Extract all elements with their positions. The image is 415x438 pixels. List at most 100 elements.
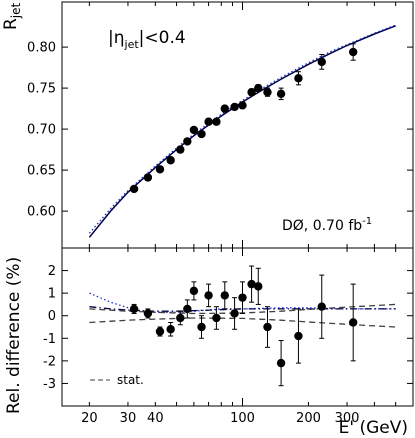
data-point: [238, 101, 247, 110]
data-point: [197, 129, 206, 139]
data-point: [230, 297, 239, 330]
top-y-axis-title: Rjet: [1, 2, 23, 30]
data-point: [166, 321, 175, 337]
data-marker: [254, 282, 263, 291]
data-point: [348, 283, 358, 362]
top-curves: [88, 24, 396, 238]
data-marker: [220, 291, 229, 300]
y-tick-label: 2: [48, 264, 56, 279]
data-marker: [183, 304, 192, 314]
data-marker: [230, 102, 239, 112]
data-marker: [166, 325, 175, 334]
data-point: [220, 104, 229, 113]
y-tick-label: 0.70: [27, 123, 56, 138]
legend-stat-label: stat.: [117, 373, 144, 387]
legend: stat.: [90, 373, 144, 387]
data-point: [263, 87, 272, 97]
data-marker: [263, 322, 272, 332]
data-marker: [129, 304, 139, 314]
data-point: [247, 88, 256, 97]
data-point: [263, 306, 272, 348]
data-marker: [155, 327, 165, 336]
data-marker: [183, 137, 192, 146]
data-point: [166, 156, 175, 165]
curve-dotted: [88, 24, 396, 234]
curve-dashdot: [89, 306, 396, 312]
y-tick-label: 1: [48, 287, 56, 302]
experiment-annotation: DØ, 0.70 fb-1: [282, 216, 372, 234]
y-tick-label: 0: [48, 309, 56, 324]
data-point: [129, 184, 139, 194]
y-tick-label: -3: [43, 377, 56, 392]
data-point: [220, 281, 229, 310]
y-tick-label: 0.80: [27, 41, 56, 56]
data-point: [183, 137, 192, 146]
data-point: [230, 102, 239, 112]
y-tick-label: 0.75: [27, 82, 56, 97]
data-point: [204, 283, 213, 308]
y-tick-label: 0.65: [27, 164, 56, 179]
data-point: [254, 83, 263, 93]
top-data-points: [129, 43, 358, 194]
data-marker: [230, 309, 239, 318]
x-tick-label: 20: [81, 411, 98, 426]
data-marker: [247, 279, 256, 289]
data-marker: [143, 173, 153, 182]
data-marker: [247, 88, 256, 97]
data-point: [276, 340, 286, 387]
eta-annotation: |ηjet|<0.4: [108, 28, 186, 51]
data-point: [155, 326, 165, 337]
data-point: [294, 71, 303, 86]
data-point: [129, 303, 139, 314]
top-panel: 0.60 0.65 0.70 0.75 0.80 Rjet |ηjet|<0.4 DØ,…: [1, 1, 414, 249]
data-marker: [220, 104, 229, 113]
x-tick-label: 40: [147, 411, 164, 426]
x-tick-label: 200: [296, 411, 321, 426]
top-y-ticks: 0.60 0.65 0.70 0.75 0.80: [27, 41, 413, 220]
x-tick-label: 100: [230, 411, 255, 426]
x-tick-label: 300: [335, 411, 360, 426]
data-point: [348, 43, 358, 61]
bottom-plot-frame: [61, 247, 414, 407]
data-point: [294, 308, 303, 364]
data-marker: [189, 125, 199, 135]
bottom-curves: [89, 292, 396, 328]
data-marker: [254, 83, 263, 93]
curve-dashed: [89, 317, 396, 328]
data-marker: [166, 156, 175, 165]
bottom-x-ticks: 20 30 40 100 200 300: [81, 248, 414, 426]
data-marker: [276, 89, 286, 99]
data-point: [176, 145, 185, 154]
data-point: [189, 281, 199, 301]
data-point: [176, 310, 185, 326]
data-point: [204, 117, 213, 126]
data-marker: [317, 302, 326, 311]
data-marker: [197, 129, 206, 139]
data-marker: [294, 331, 303, 341]
data-marker: [238, 293, 247, 302]
bottom-y-ticks: -3 -2 -1 0 1 2: [43, 264, 413, 392]
data-marker: [317, 57, 326, 67]
data-point: [254, 267, 263, 305]
data-marker: [294, 74, 303, 83]
data-marker: [276, 358, 286, 368]
data-point: [197, 315, 206, 339]
data-marker: [189, 286, 199, 296]
data-marker: [212, 117, 221, 126]
y-tick-label: -1: [43, 332, 56, 347]
data-point: [276, 87, 286, 101]
bottom-data-points: [129, 265, 358, 387]
data-marker: [204, 117, 213, 126]
data-marker: [143, 309, 153, 318]
y-tick-label: 0.60: [27, 205, 56, 220]
data-marker: [197, 322, 206, 332]
bottom-panel: -3 -2 -1 0 1 2 20 30 40 100 200 300 Rel. differenc…: [4, 247, 414, 438]
data-point: [212, 306, 221, 330]
data-point: [238, 281, 247, 314]
data-point: [317, 274, 326, 339]
data-point: [143, 173, 153, 182]
data-point: [247, 265, 256, 303]
data-point: [212, 117, 221, 126]
x-tick-label: 30: [120, 411, 137, 426]
